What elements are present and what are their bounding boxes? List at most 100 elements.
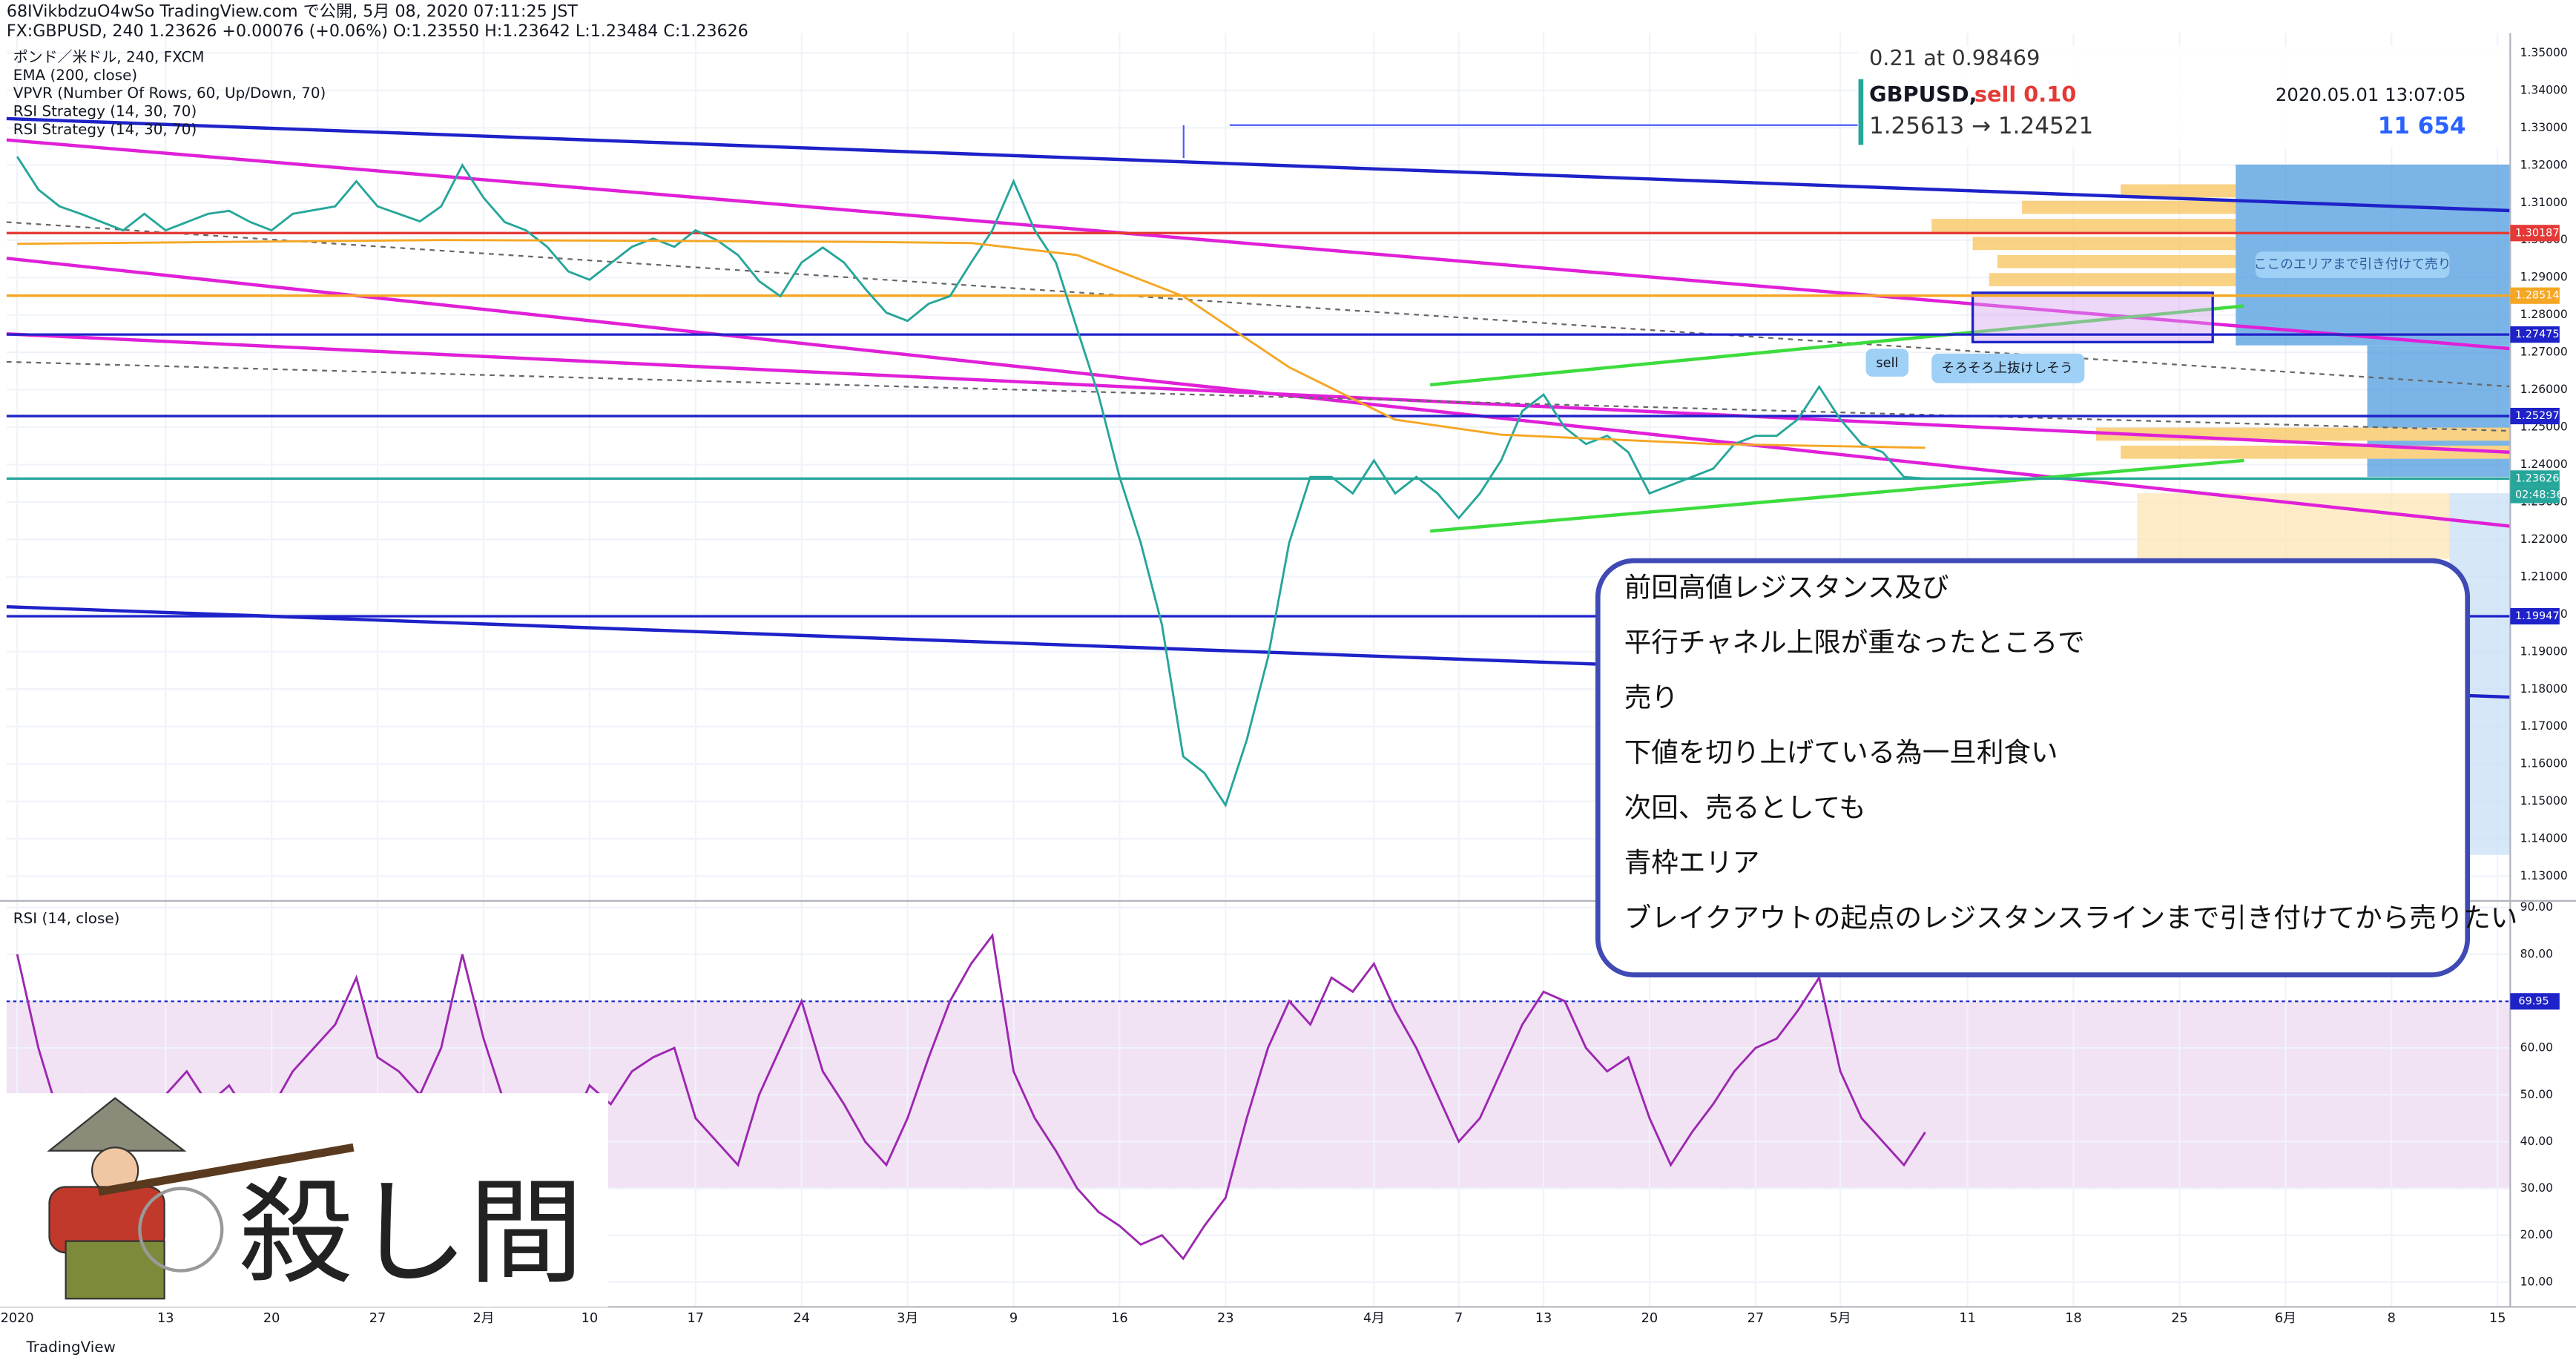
trade-prices: 1.25613 → 1.24521 xyxy=(1869,113,2093,139)
trade-time: 2020.05.01 13:07:05 xyxy=(2276,84,2466,105)
rsi-level-box xyxy=(2510,993,2560,1010)
rifle xyxy=(98,1143,355,1196)
price-label-box xyxy=(2510,287,2560,304)
y-tick-label: 1.17000 xyxy=(2520,719,2568,733)
publisher: 68IVikbdzuO4wSo TradingView.com で公開, 5月 … xyxy=(7,1,578,21)
y-tick-label: 1.35000 xyxy=(2520,46,2568,59)
trend-line xyxy=(6,116,2511,213)
smoke xyxy=(138,1187,224,1273)
y-tick-label: 1.24000 xyxy=(2520,458,2568,471)
y-tick-label: 20.00 xyxy=(2520,1228,2553,1241)
y-tick-label: 1.28000 xyxy=(2520,308,2568,321)
y-tick-label: 1.14000 xyxy=(2520,832,2568,845)
price-label-box xyxy=(2510,326,2560,343)
price-label: 1.25297 xyxy=(2515,410,2560,422)
y-tick-label: 1.34000 xyxy=(2520,83,2568,96)
y-tick-label: 1.18000 xyxy=(2520,682,2568,696)
logo: 殺し間 xyxy=(0,1093,609,1307)
support-line xyxy=(1430,458,2244,533)
annotation-line: 次回、売るとしても xyxy=(1624,791,1866,823)
callout-sell: sell xyxy=(1876,356,1898,371)
x-tick-label: 5月 xyxy=(1830,1311,1851,1326)
x-tick-label: 15 xyxy=(2489,1311,2506,1326)
callout-box xyxy=(2255,251,2450,278)
channel-line xyxy=(6,138,2511,351)
price-label-box xyxy=(2510,470,2560,487)
price-label: 1.19947 xyxy=(2515,610,2560,622)
x-tick-label: 3月 xyxy=(897,1311,918,1326)
legend-entry: EMA (200, close) xyxy=(13,66,137,84)
y-tick-label: 1.22000 xyxy=(2520,532,2568,546)
y-tick-label: 1.33000 xyxy=(2520,121,2568,134)
y-tick-label: 1.21000 xyxy=(2520,570,2568,583)
vp-bar xyxy=(2137,493,2511,559)
countdown-box xyxy=(2510,486,2560,504)
x-tick-label: 27 xyxy=(369,1311,386,1326)
x-tick-label: 11 xyxy=(1959,1311,1976,1326)
y-tick-label: 30.00 xyxy=(2520,1181,2553,1195)
x-tick-label: 20 xyxy=(1641,1311,1658,1326)
callout-box xyxy=(1865,349,1909,377)
symbol-line: FX:GBPUSD, 240 1.23626 +0.00076 (+0.06%)… xyxy=(7,22,748,41)
price-label: 1.23626 xyxy=(2515,472,2560,484)
y-tick-label: 1.26000 xyxy=(2520,383,2568,396)
x-tick-label: 24 xyxy=(793,1311,810,1326)
x-tick-label: 2020 xyxy=(1,1311,34,1326)
trade-box: 0.21 at 0.98469 GBPUSD, sell 0.10 2020.0… xyxy=(1857,45,2509,148)
y-tick-label: 50.00 xyxy=(2520,1088,2553,1101)
footer-brand: TradingView xyxy=(25,1338,115,1356)
price-label: 1.28514 xyxy=(2515,290,2560,302)
annotation-text: 前回高値レジスタンス及び平行チャネル上限が重なったところで売り下値を切り上げてい… xyxy=(1624,571,2518,933)
callouts: sell そろそろ上抜けしそう ここのエリアまで引き付けて売り xyxy=(1865,251,2451,383)
price-label-box xyxy=(2510,225,2560,242)
annotation-line: 下値を切り上げている為一旦利食い xyxy=(1624,736,2058,768)
annotation-line: ブレイクアウトの起点のレジスタンスラインまで引き付けてから売りたい xyxy=(1624,902,2518,934)
price-label: 1.30187 xyxy=(2515,227,2560,239)
axes-layer: 1.350001.340001.330001.320001.310001.300… xyxy=(1,46,2568,1326)
x-tick-label: 23 xyxy=(1217,1311,1234,1326)
legend-entry: VPVR (Number Of Rows, 60, Up/Down, 70) xyxy=(13,84,326,102)
y-tick-label: 90.00 xyxy=(2520,900,2553,914)
x-tick-label: 18 xyxy=(2065,1311,2082,1326)
x-tick-label: 13 xyxy=(1535,1311,1552,1326)
x-tick-label: 27 xyxy=(1747,1311,1765,1326)
x-tick-label: 2月 xyxy=(472,1311,494,1326)
trade-fill: 0.21 at 0.98469 xyxy=(1869,45,2040,70)
callout-area: ここのエリアまで引き付けて売り xyxy=(2254,257,2451,272)
logo-text: 殺し間 xyxy=(238,1166,583,1300)
x-tick-label: 16 xyxy=(1111,1311,1128,1326)
drawings xyxy=(6,116,2511,699)
y-tick-label: 80.00 xyxy=(2520,947,2553,960)
x-tick-label: 9 xyxy=(1009,1311,1018,1326)
x-tick-label: 6月 xyxy=(2275,1311,2296,1326)
legend-entry: RSI Strategy (14, 30, 70) xyxy=(13,102,197,120)
y-tick-label: 1.31000 xyxy=(2520,196,2568,209)
callout-box xyxy=(1931,353,2085,383)
annotation-line: 前回高値レジスタンス及び xyxy=(1624,571,1949,603)
trade-side: sell 0.10 xyxy=(1974,82,2077,107)
dashed-line xyxy=(6,360,2511,432)
y-tick-label: 1.29000 xyxy=(2520,271,2568,284)
vp-bar xyxy=(2121,445,2511,459)
series-line xyxy=(16,933,1926,1261)
price-label-box xyxy=(2510,407,2560,425)
annotation-box xyxy=(1595,558,2471,977)
legs xyxy=(65,1240,165,1300)
annotation-line: 平行チャネル上限が重なったところで xyxy=(1624,627,2085,659)
x-tick-label: 8 xyxy=(2388,1311,2396,1326)
series-line xyxy=(16,156,1926,808)
y-tick-label: 1.32000 xyxy=(2520,158,2568,171)
plot-layer xyxy=(6,156,2511,1261)
trade-symbol: GBPUSD, xyxy=(1869,82,1977,107)
y-tick-label: 1.15000 xyxy=(2520,794,2568,808)
channel-line xyxy=(6,257,2511,528)
price-label-box xyxy=(2510,607,2560,625)
x-tick-label: 10 xyxy=(582,1311,599,1326)
support-line xyxy=(1429,304,2244,387)
series-line xyxy=(17,239,1926,449)
y-tick-label: 10.00 xyxy=(2520,1275,2553,1288)
x-tick-label: 7 xyxy=(1455,1311,1463,1326)
